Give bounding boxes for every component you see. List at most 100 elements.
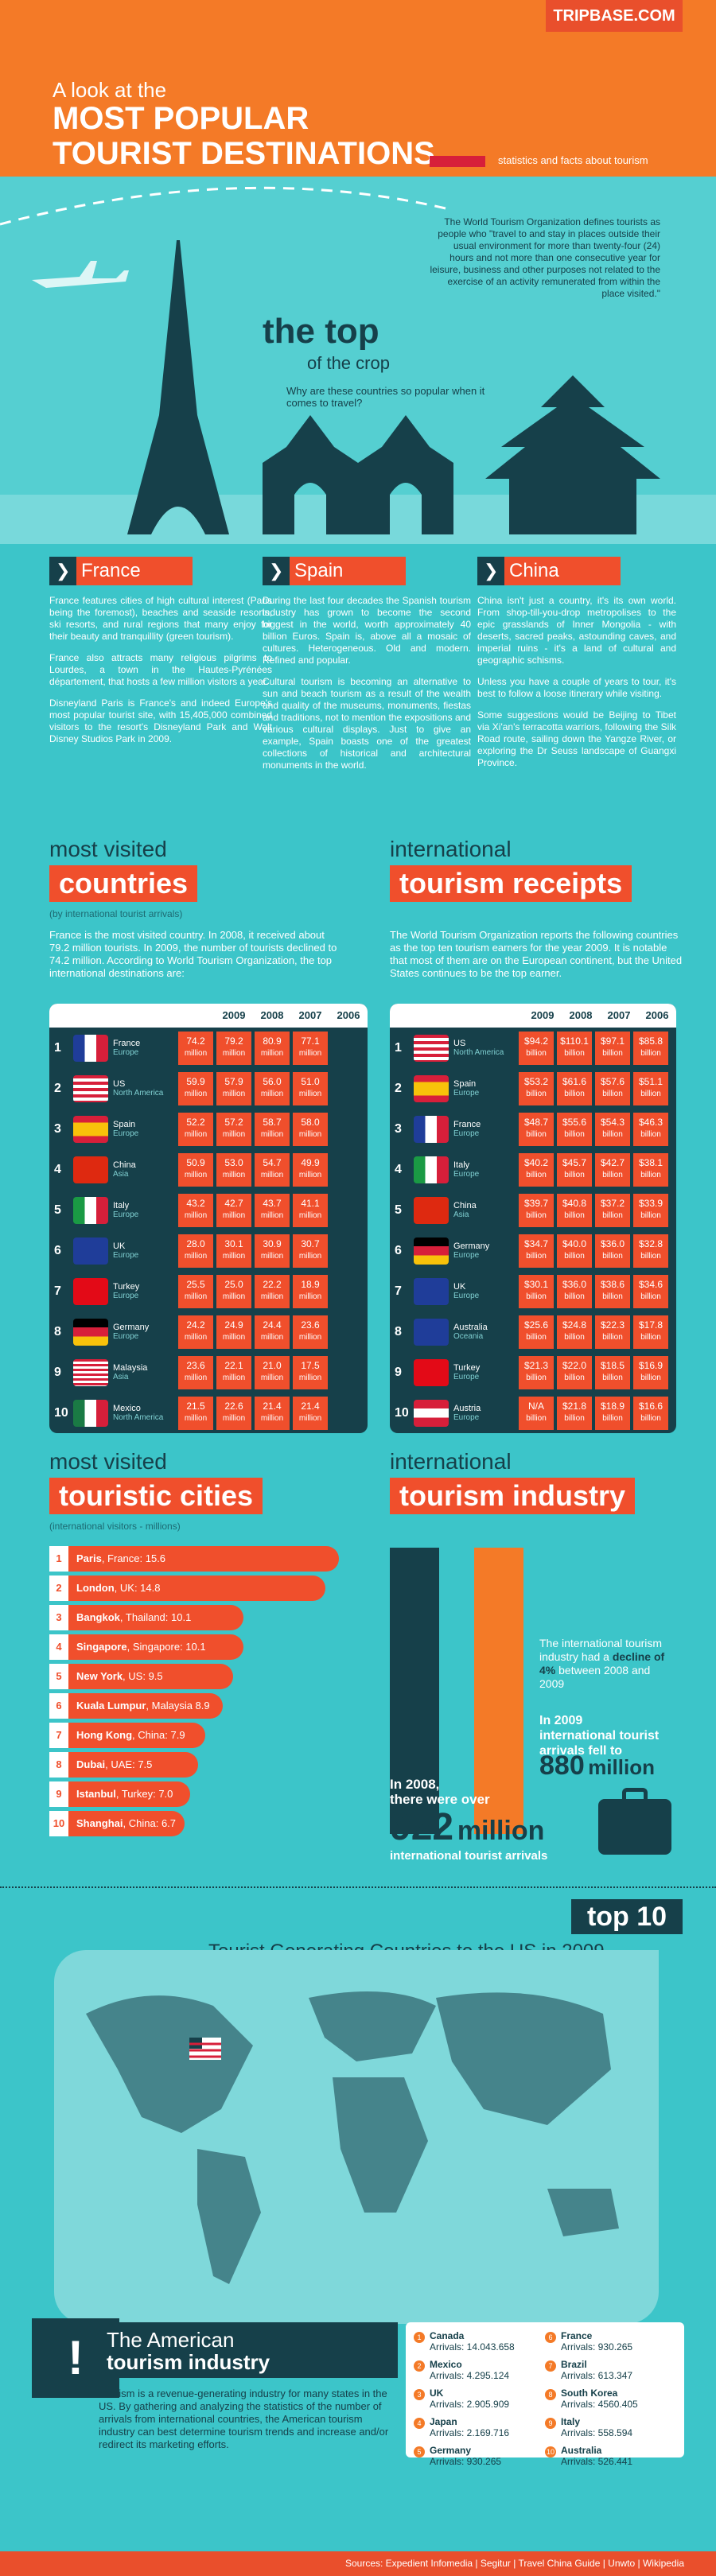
cell-value: 21.5 (186, 1400, 205, 1412)
generating-country-name: Brazil (561, 2359, 587, 2370)
receipts-section: international tourism receipts The World… (390, 837, 692, 980)
country-name: Germany (113, 1322, 150, 1332)
value-cell: $22.0 billion (557, 1355, 592, 1389)
cell-unit: million (222, 1210, 246, 1220)
tr-flag-icon (73, 1277, 108, 1305)
city-name: Bangkok (76, 1611, 120, 1623)
city-rank: 10 (49, 1811, 68, 1836)
country-region: Asia (453, 1210, 469, 1219)
value-cell: $40.2 billion (519, 1152, 554, 1187)
value-cell: $22.3 billion (595, 1315, 630, 1349)
value-cell: $57.6 billion (595, 1071, 630, 1105)
cell-unit: billion (602, 1089, 623, 1098)
year-header: 2006 (645, 1009, 669, 1021)
cell-value: 24.4 (263, 1319, 282, 1331)
city-bar-row: 5 New York, US: 9.5 (49, 1664, 352, 1689)
generating-country-arrivals: Arrivals: 2.905.909 (430, 2399, 510, 2410)
value-cell: $25.6 billion (519, 1315, 554, 1349)
cell-unit: billion (526, 1332, 547, 1342)
generating-country-name: Mexico (430, 2359, 462, 2370)
section-pretitle: most visited (49, 1449, 167, 1474)
cell-unit: million (298, 1251, 322, 1261)
generating-country-text: Italy Arrivals: 558.594 (561, 2416, 632, 2438)
city-country-value: China: 6.7 (128, 1817, 177, 1829)
arrivals-2009-unit: million (588, 1755, 655, 1779)
country-name-cell: France Europe (453, 1120, 516, 1139)
country-name-cell: US North America (453, 1039, 516, 1058)
generating-country-item: 1 Canada Arrivals: 14.043.658 (414, 2330, 545, 2353)
site-logo[interactable]: TRIPBASE.COM (546, 0, 683, 32)
cell-value: 51.0 (301, 1075, 320, 1087)
country-name: US (453, 1038, 466, 1048)
cell-value: 41.1 (301, 1197, 320, 1209)
cell-unit: million (184, 1048, 208, 1058)
decline-text-a: The international tourism industry had a (539, 1637, 663, 1663)
country-region: Europe (113, 1129, 139, 1138)
cell-value: 53.0 (224, 1156, 243, 1168)
country-name-cell: China Asia (453, 1201, 516, 1220)
value-cell: 43.2 million (178, 1193, 213, 1227)
table-row: 5 Italy Europe 43.2 million 42.7 million 43.7 mi… (49, 1190, 368, 1230)
section-title: tourism industry (390, 1478, 636, 1514)
cell-unit: million (184, 1129, 208, 1139)
arrivals-2008-number: 922 (390, 1806, 454, 1848)
country-region: North America (113, 1088, 164, 1098)
hero-question: Why are these countries so popular when … (286, 385, 485, 409)
country-name: Germany (453, 1241, 490, 1251)
cell-unit: billion (640, 1210, 661, 1220)
cell-value: $24.8 (562, 1319, 587, 1331)
city-rank: 5 (49, 1664, 68, 1689)
value-cell: $32.8 billion (633, 1234, 668, 1268)
city-bar-row: 9 Istanbul, Turkey: 7.0 (49, 1781, 352, 1807)
generating-country-item: 10 Australia Arrivals: 526.441 (545, 2445, 676, 2467)
it-flag-icon (414, 1156, 449, 1183)
generating-country-text: Brazil Arrivals: 613.347 (561, 2359, 632, 2381)
generating-country-text: South Korea Arrivals: 4560.405 (561, 2388, 638, 2410)
cell-unit: million (184, 1292, 208, 1301)
value-cell: $17.8 billion (633, 1315, 668, 1349)
value-cell: $42.7 billion (595, 1152, 630, 1187)
top10-badge: top 10 (571, 1899, 683, 1934)
rank-dot: 6 (545, 2332, 556, 2343)
cell-value: $18.5 (600, 1359, 625, 1371)
value-cell: 24.9 million (216, 1315, 251, 1349)
country-name: UK (113, 1241, 126, 1251)
cell-value: $18.9 (600, 1400, 625, 1412)
hero-section: The World Tourism Organization defines t… (0, 177, 716, 544)
cell-unit: million (222, 1170, 246, 1179)
american-text: Tourism is a revenue-generating industry… (99, 2388, 389, 2450)
value-cell: 23.6 million (293, 1315, 328, 1349)
arrivals-2008-caption: international tourist arrivals (390, 1849, 548, 1863)
country-name-cell: Malaysia Asia (113, 1363, 175, 1382)
it-flag-icon (73, 1196, 108, 1224)
country-name-cell: Turkey Europe (113, 1282, 175, 1301)
cell-unit: billion (564, 1170, 585, 1179)
city-rank: 7 (49, 1723, 68, 1748)
rank-dot: 3 (414, 2389, 425, 2400)
country-region: Europe (453, 1129, 480, 1138)
cell-unit: million (222, 1089, 246, 1098)
uk-flag-icon (414, 1277, 449, 1305)
cell-unit: billion (526, 1048, 547, 1058)
generating-column: 1 Canada Arrivals: 14.043.658 2 Mexico Arriva… (414, 2330, 545, 2473)
value-cell: $53.2 billion (519, 1071, 554, 1105)
generating-country-name: France (561, 2330, 593, 2341)
table-row: 3 Spain Europe 52.2 million 57.2 million 58.7 mi… (49, 1109, 368, 1149)
generating-country-text: Japan Arrivals: 2.169.716 (430, 2416, 509, 2438)
country-tag-china: China (477, 557, 621, 585)
cell-unit: million (298, 1170, 322, 1179)
cell-unit: billion (564, 1292, 585, 1301)
cell-unit: billion (526, 1089, 547, 1098)
table-row: 8 Australia Oceania $25.6 billion $24.8 billio… (390, 1311, 676, 1352)
generating-country-arrivals: Arrivals: 558.594 (561, 2427, 633, 2438)
year-header: 2009 (222, 1009, 246, 1021)
cell-value: 42.7 (224, 1197, 243, 1209)
generating-country-arrivals: Arrivals: 4.295.124 (430, 2370, 510, 2381)
cell-unit: billion (602, 1210, 623, 1220)
arrivals-2009-number: 880 (539, 1750, 585, 1781)
city-bar: Paris, France: 15.6 (68, 1546, 339, 1572)
country-name: UK (453, 1281, 466, 1292)
my-flag-icon (73, 1358, 108, 1386)
value-cell: $51.1 billion (633, 1071, 668, 1105)
cell-value: $39.7 (523, 1197, 549, 1209)
